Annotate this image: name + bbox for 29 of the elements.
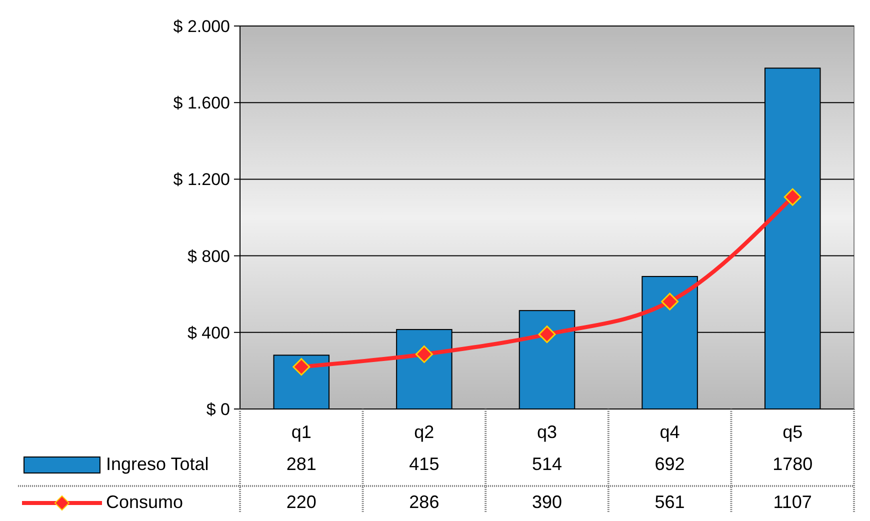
data-label: 514 <box>532 454 562 474</box>
legend-label: Ingreso Total <box>106 454 209 474</box>
y-tick-label: $ 2.000 <box>173 16 230 36</box>
point <box>292 358 310 376</box>
legend-label: Consumo <box>106 492 184 512</box>
y-tick-label: $ 1.200 <box>173 170 230 190</box>
y-tick-label: $ 0 <box>206 400 230 419</box>
data-label: 286 <box>409 492 440 512</box>
x-tick-label: q3 <box>536 422 558 442</box>
data-label: 415 <box>409 454 440 474</box>
x-tick-label: q2 <box>414 422 434 442</box>
data-label: 390 <box>532 492 562 512</box>
point <box>661 292 679 310</box>
y-tick-label: $ 1.600 <box>173 94 230 113</box>
point <box>784 188 802 206</box>
y-tick-label: $ 400 <box>187 323 230 342</box>
bar <box>273 354 330 410</box>
data-label: 1780 <box>772 454 813 474</box>
x-tick-label: q1 <box>291 422 312 442</box>
point <box>415 345 433 363</box>
data-label: 1107 <box>773 492 812 512</box>
point <box>538 326 556 344</box>
data-label: 281 <box>286 454 316 474</box>
data-label: 220 <box>286 492 316 512</box>
x-tick-label: q4 <box>660 422 680 442</box>
data-label: 692 <box>654 454 685 474</box>
x-tick-label: q5 <box>782 422 803 442</box>
y-tick-label: $ 800 <box>187 246 230 266</box>
data-label: 561 <box>654 492 685 512</box>
